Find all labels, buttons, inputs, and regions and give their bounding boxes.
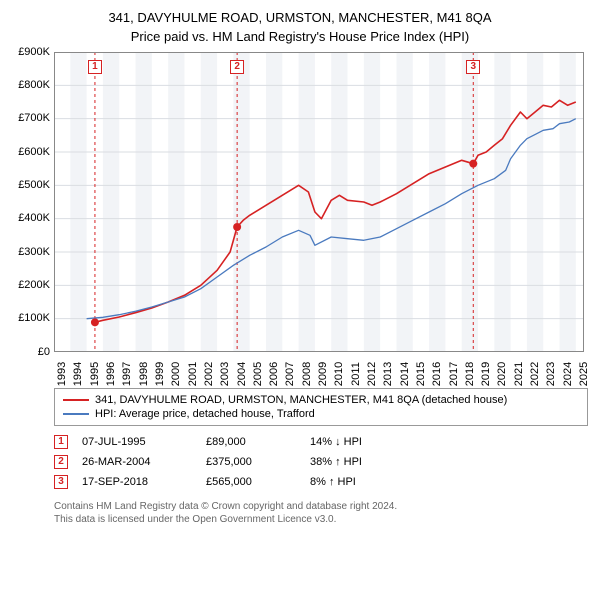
x-axis-label: 2000	[170, 362, 182, 386]
x-axis-label: 1995	[89, 362, 101, 386]
y-axis-label: £0	[38, 346, 50, 358]
x-axis-label: 2021	[513, 362, 525, 386]
sale-row-marker: 2	[54, 455, 68, 469]
sale-row: 1 07-JUL-1995 £89,000 14% ↓ HPI	[54, 432, 588, 452]
sale-price: £565,000	[206, 476, 296, 488]
y-axis-label: £700K	[18, 112, 50, 124]
sales-table: 1 07-JUL-1995 £89,000 14% ↓ HPI 2 26-MAR-2004…	[54, 432, 588, 492]
x-axis-label: 2007	[284, 362, 296, 386]
sale-hpi-diff: 38% ↑ HPI	[310, 456, 410, 468]
sale-price: £89,000	[206, 436, 296, 448]
x-axis-label: 2010	[333, 362, 345, 386]
legend-swatch-property	[63, 399, 89, 401]
sale-price: £375,000	[206, 456, 296, 468]
sale-row: 2 26-MAR-2004 £375,000 38% ↑ HPI	[54, 452, 588, 472]
chart-titles: 341, DAVYHULME ROAD, URMSTON, MANCHESTER…	[12, 10, 588, 46]
x-axis-label: 2025	[578, 362, 590, 386]
sale-row: 3 17-SEP-2018 £565,000 8% ↑ HPI	[54, 472, 588, 492]
chart-svg	[54, 52, 584, 352]
x-axis-label: 2023	[545, 362, 557, 386]
title-address: 341, DAVYHULME ROAD, URMSTON, MANCHESTER…	[12, 10, 588, 27]
x-axis-label: 2018	[464, 362, 476, 386]
y-axis-label: £200K	[18, 279, 50, 291]
x-axis-label: 2020	[496, 362, 508, 386]
sale-hpi-diff: 8% ↑ HPI	[310, 476, 410, 488]
x-axis-label: 2016	[431, 362, 443, 386]
x-axis-label: 2017	[448, 362, 460, 386]
x-axis-label: 1998	[138, 362, 150, 386]
x-axis-label: 2022	[529, 362, 541, 386]
legend-row: 341, DAVYHULME ROAD, URMSTON, MANCHESTER…	[63, 393, 579, 407]
sale-date: 07-JUL-1995	[82, 436, 192, 448]
y-axis-label: £500K	[18, 179, 50, 191]
x-axis-label: 1994	[72, 362, 84, 386]
y-axis-label: £800K	[18, 79, 50, 91]
legend-swatch-hpi	[63, 413, 89, 415]
y-axis-label: £900K	[18, 46, 50, 58]
x-axis-label: 2005	[252, 362, 264, 386]
x-axis-label: 2012	[366, 362, 378, 386]
legend-row: HPI: Average price, detached house, Traf…	[63, 407, 579, 421]
footer-line: Contains HM Land Registry data © Crown c…	[54, 500, 588, 514]
x-axis-label: 1996	[105, 362, 117, 386]
y-axis-label: £100K	[18, 312, 50, 324]
sale-date: 26-MAR-2004	[82, 456, 192, 468]
legend: 341, DAVYHULME ROAD, URMSTON, MANCHESTER…	[54, 388, 588, 426]
legend-label-property: 341, DAVYHULME ROAD, URMSTON, MANCHESTER…	[95, 394, 507, 406]
x-axis-label: 1993	[56, 362, 68, 386]
x-axis-label: 2002	[203, 362, 215, 386]
x-axis-label: 2001	[187, 362, 199, 386]
sale-row-marker: 1	[54, 435, 68, 449]
legend-label-hpi: HPI: Average price, detached house, Traf…	[95, 408, 315, 420]
x-axis-label: 2006	[268, 362, 280, 386]
sale-marker-1: 1	[88, 60, 102, 74]
sale-marker-2: 2	[230, 60, 244, 74]
sale-marker-3: 3	[466, 60, 480, 74]
y-axis-label: £300K	[18, 246, 50, 258]
x-axis-label: 2024	[562, 362, 574, 386]
sale-row-marker: 3	[54, 475, 68, 489]
x-axis-label: 2003	[219, 362, 231, 386]
x-axis-label: 2019	[480, 362, 492, 386]
y-axis-label: £600K	[18, 146, 50, 158]
chart-plot-area: £0£100K£200K£300K£400K£500K£600K£700K£80…	[54, 52, 584, 352]
chart-container: 341, DAVYHULME ROAD, URMSTON, MANCHESTER…	[0, 0, 600, 535]
x-axis-label: 2014	[399, 362, 411, 386]
sale-hpi-diff: 14% ↓ HPI	[310, 436, 410, 448]
x-axis-label: 2004	[236, 362, 248, 386]
x-axis-label: 1997	[121, 362, 133, 386]
x-axis-label: 2008	[301, 362, 313, 386]
y-axis-label: £400K	[18, 212, 50, 224]
x-axis-label: 1999	[154, 362, 166, 386]
attribution-footer: Contains HM Land Registry data © Crown c…	[54, 500, 588, 527]
title-subtitle: Price paid vs. HM Land Registry's House …	[12, 29, 588, 46]
x-axis-label: 2015	[415, 362, 427, 386]
footer-line: This data is licensed under the Open Gov…	[54, 513, 588, 527]
x-axis-label: 2009	[317, 362, 329, 386]
x-axis-label: 2011	[350, 362, 362, 386]
sale-date: 17-SEP-2018	[82, 476, 192, 488]
x-axis-label: 2013	[382, 362, 394, 386]
